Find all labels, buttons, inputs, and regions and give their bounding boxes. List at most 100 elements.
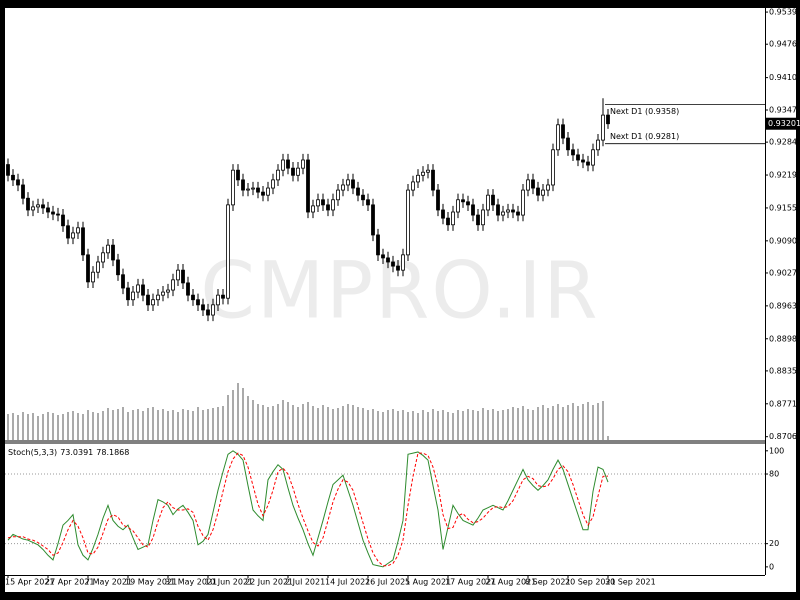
candle-body [131,291,135,301]
candle-body [546,184,550,191]
y-tick-label: 0.95390 [769,8,800,17]
x-tick-label: 7 May 2021 [85,578,132,587]
chart-background [5,8,796,592]
candle-body [396,265,400,271]
x-tick-label: 31 May 2021 [165,578,217,587]
candle-body [456,199,460,213]
candle-body [171,279,175,291]
candle-body [41,204,45,209]
candle-body [71,232,75,239]
candle-body [166,289,170,293]
candle-body [596,139,600,151]
candle-body [501,211,505,216]
candle-body [206,309,210,316]
candle-body [191,294,195,301]
candle-body [341,184,345,191]
candle-body [241,179,245,191]
candle-body [81,227,85,256]
candle-body [136,284,140,293]
candle-body [106,244,110,254]
candle-body [326,204,330,211]
candle-body [331,199,335,211]
candle-body [466,201,470,206]
indicator-value: 78.1868 [96,448,129,457]
candle-body [521,189,525,216]
candle-body [21,184,25,199]
candle-body [566,137,570,151]
candle-body [31,206,35,211]
candle-body [176,269,180,281]
candle-body [256,187,260,193]
candle-body [461,199,465,203]
candle-body [431,169,435,191]
x-tick-label: 14 Jul 2021 [325,578,370,587]
candle-body [141,284,145,296]
candle-body [541,189,545,196]
x-tick-label: 19 May 2021 [125,578,177,587]
candle-body [271,179,275,189]
candle-body [306,159,310,213]
candle-body [161,291,165,296]
x-tick-label: 26 Jul 2021 [365,578,410,587]
forecast-label: Next D1 (0.9281) [610,132,679,141]
candle-body [296,167,300,176]
x-tick-label: 20 Sep 2021 [565,578,616,587]
candle-body [86,254,90,283]
candle-body [236,169,240,181]
y-tick-label: 0.87065 [769,432,800,441]
y-tick-label: 0.87710 [769,399,800,408]
candle-body [381,254,385,259]
candle-body [361,194,365,201]
candle-body [211,304,215,316]
candle-body [26,197,30,211]
indicator-name: Stoch(5,3,3) [8,448,57,457]
candle-body [221,294,225,299]
current-price-label: 0.93201 [768,119,800,128]
candle-body [316,199,320,207]
y-tick-label: 0.90905 [769,236,800,245]
candle-body [216,294,220,306]
candle-body [591,149,595,166]
candle-body [61,214,65,227]
candle-body [151,299,155,306]
x-tick-label: 30 Sep 2021 [605,578,656,587]
candle-body [421,171,425,176]
candle-body [301,159,305,169]
y-tick-label: 0.90275 [769,268,800,277]
candle-body [126,287,130,301]
candle-body [481,209,485,226]
candle-body [286,159,290,169]
candle-body [351,179,355,189]
candle-body [366,199,370,206]
candle-body [36,204,40,208]
candle-body [91,271,95,283]
candle-body [51,211,55,215]
candle-body [561,124,565,139]
candle-body [516,211,520,216]
candle-body [426,169,430,173]
candle-body [321,199,325,206]
x-tick-label: 8 Sep 2021 [525,578,571,587]
candle-body [76,227,80,234]
candle-body [311,205,315,213]
x-tick-label: 15 Apr 2021 [5,578,54,587]
y-tick-label: 0.88355 [769,366,800,375]
candle-body [391,261,395,267]
candle-body [231,169,235,206]
y-tick-label: 0.94105 [769,73,800,82]
candle-body [476,214,480,226]
candle-body [346,179,350,186]
candle-body [266,187,270,196]
candle-body [551,149,555,186]
candle-body [471,204,475,216]
y-tick-label: 0 [769,562,774,571]
candle-body [336,189,340,201]
candle-body [601,114,605,141]
y-tick-label: 0.93470 [769,106,800,115]
candle-body [436,189,440,211]
x-tick-label: 17 Aug 2021 [445,578,496,587]
candle-body [56,213,60,216]
y-tick-label: 0.92840 [769,138,800,147]
